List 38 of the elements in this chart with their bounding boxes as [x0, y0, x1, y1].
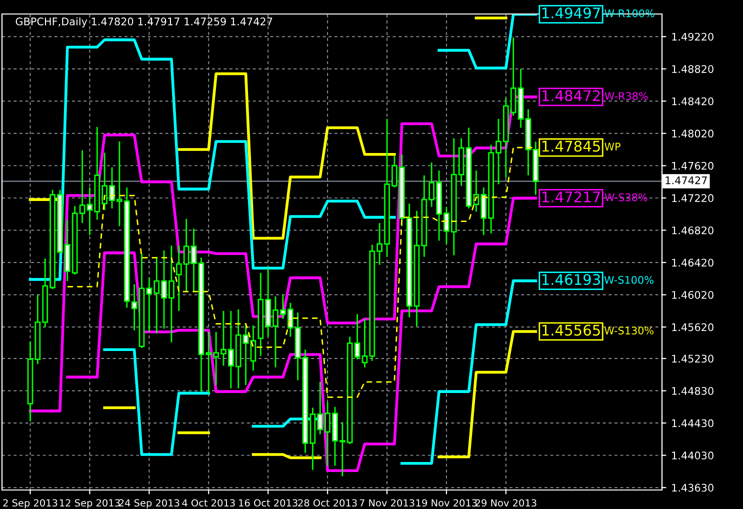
y-tick-label: 1.44430 [672, 419, 714, 428]
x-tick-label: 29 Nov 2013 [475, 499, 536, 507]
y-tick-label: 1.48020 [672, 130, 714, 138]
x-tick-label: 28 Oct 2013 [298, 499, 357, 507]
data-label: 1.47217 [542, 191, 600, 202]
y-tick-label: 1.46420 [672, 258, 714, 267]
x-tick-label: 12 Sep 2013 [60, 499, 120, 508]
data-label: 1.48472 [542, 90, 600, 102]
chart-title: GBPCHF,Daily 1.47820 1.47917 1.47259 1.47427 [16, 17, 272, 28]
data-label: 1.45565 [542, 324, 600, 336]
y-tick-label: 1.46820 [672, 226, 714, 234]
y-tick-label: 1.45620 [672, 323, 714, 332]
y-tick-label: 1.48420 [672, 97, 714, 106]
y-tick-label: 1.49220 [672, 32, 714, 41]
ref-line-label: 1.47427 [666, 176, 707, 184]
y-tick-label: 1.44030 [672, 452, 714, 460]
text: W-R38% [604, 92, 648, 100]
data-label: 1.47845 [542, 140, 600, 152]
candlestick [190, 228, 197, 292]
text: W-S100% [604, 276, 654, 284]
text: W-S38% [604, 193, 648, 202]
data-label: 1.46193 [542, 274, 600, 286]
y-tick-label: 1.47220 [672, 194, 714, 202]
x-tick-label: 16 Oct 2013 [239, 499, 298, 507]
y-tick-label: 1.44830 [672, 386, 714, 395]
y-tick-label: 1.46020 [672, 290, 714, 299]
x-tick-label: 4 Oct 2013 [182, 499, 235, 507]
x-tick-label: 2 Sep 2013 [3, 499, 58, 508]
text: W-S130% [604, 326, 654, 334]
text: WP [604, 142, 620, 150]
x-tick-label: 7 Nov 2013 [360, 499, 414, 507]
x-tick-label: 19 Nov 2013 [416, 499, 477, 507]
y-tick-label: 1.45230 [672, 354, 714, 363]
x-tick-label: 24 Sep 2013 [119, 499, 180, 508]
y-tick-label: 1.43630 [672, 484, 714, 492]
data-label: 1.49497 [542, 7, 600, 18]
y-tick-label: 1.48820 [672, 65, 714, 73]
y-tick-label: 1.47620 [672, 162, 714, 170]
